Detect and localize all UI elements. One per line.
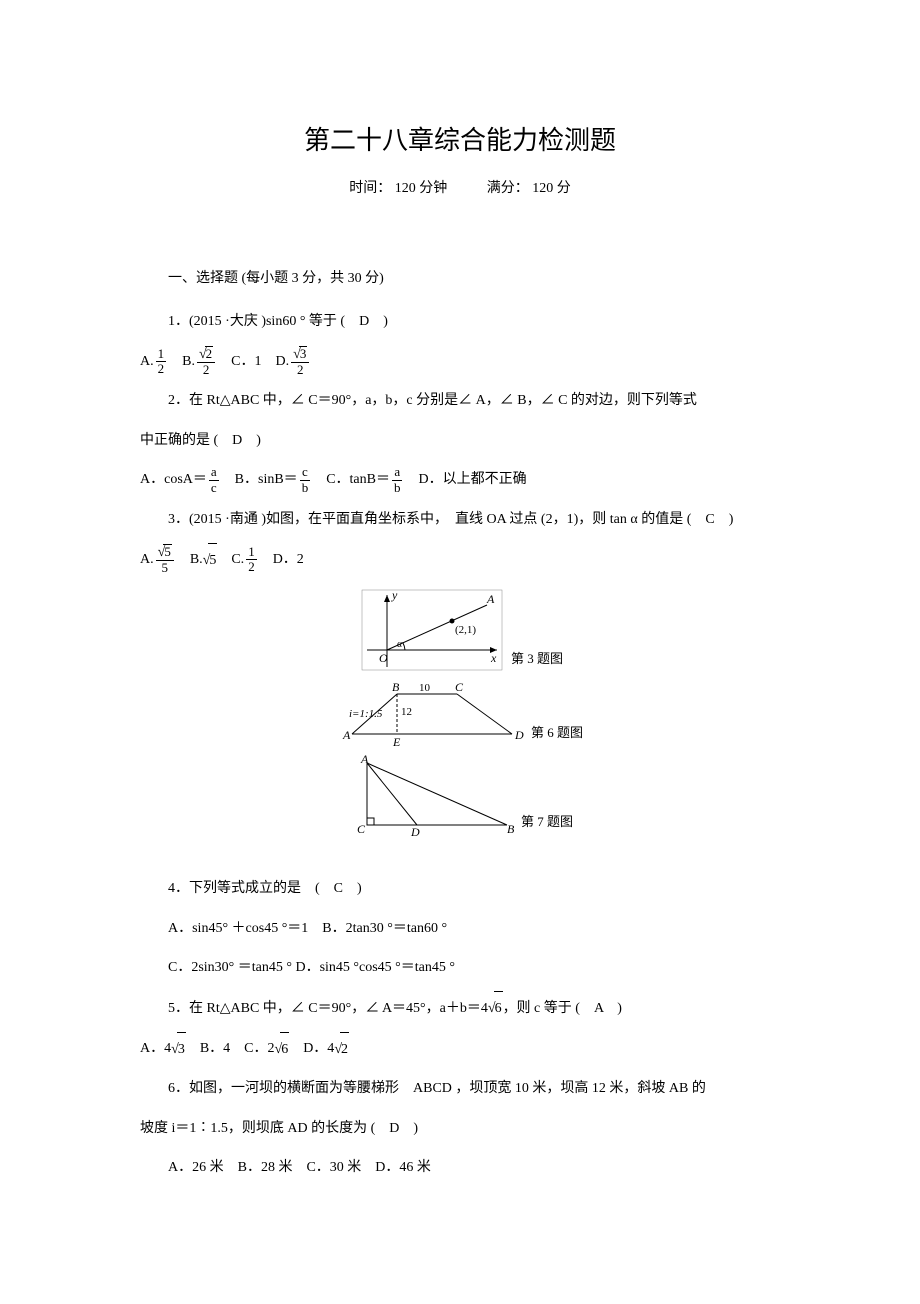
q2-d: D．以上都不正确 xyxy=(418,463,526,497)
q6-options: A．26 米 B．28 米 C．30 米 D．46 米 xyxy=(140,1151,780,1185)
q2-a: A．cosA＝ac xyxy=(140,463,221,497)
fig6-label: 第 6 题图 xyxy=(531,722,583,749)
q3-a: A.55 xyxy=(140,543,176,577)
page-title: 第二十八章综合能力检测题 xyxy=(140,120,780,157)
q4-line2: C．2sin30° ＝tan45 ° D．sin45 °cos45 °＝tan4… xyxy=(140,951,780,985)
q5-d: D．42 xyxy=(303,1032,349,1067)
figures-block: A (2,1) O x y α 第 3 题图 i=1:1.5 B C 10 12… xyxy=(140,585,780,842)
q3-b: B.5 xyxy=(190,543,218,578)
q1-c: C．1 xyxy=(231,345,261,379)
q6-stem2: 坡度 i＝1∶1.5，则坝底 AD 的长度为 ( D ) xyxy=(140,1112,780,1146)
q2-c: C．tanB＝ab xyxy=(326,463,404,497)
fig7-C: C xyxy=(357,822,366,836)
fig7-A: A xyxy=(360,753,369,766)
q2-b: B．sinB＝cb xyxy=(235,463,313,497)
time-label: 时间： 120 分钟 xyxy=(349,181,447,196)
fig3-svg: A (2,1) O x y α xyxy=(357,585,507,675)
fig7-B: B xyxy=(507,822,515,836)
q2-stem2: 中正确的是 ( D ) xyxy=(140,424,780,458)
fig6-C: C xyxy=(455,680,464,694)
q1-stem: 1．(2015 ·大庆 )sin60 ° 等于 ( D ) xyxy=(140,305,780,339)
fig3-O: O xyxy=(379,651,388,665)
fig3-alpha: α xyxy=(397,639,403,650)
q2-options: A．cosA＝ac B．sinB＝cb C．tanB＝ab D．以上都不正确 xyxy=(140,463,780,497)
fig6-D: D xyxy=(514,728,524,742)
fig7-svg: A C D B xyxy=(347,753,517,838)
fig6-svg: i=1:1.5 B C 10 12 A D E xyxy=(337,679,527,749)
score-label: 满分： 120 分 xyxy=(487,181,571,196)
fig3-x: x xyxy=(490,651,497,665)
q4-stem: 4．下列等式成立的是 ( C ) xyxy=(140,872,780,906)
q5-a: A．43 xyxy=(140,1032,186,1067)
q3-options: A.55 B.5 C.12 D．2 xyxy=(140,543,780,578)
fig6-B: B xyxy=(392,680,400,694)
q5-b: B．4 xyxy=(200,1032,230,1066)
fig6-A: A xyxy=(342,728,351,742)
fig3-pt: (2,1) xyxy=(455,624,476,636)
fig3-y: y xyxy=(391,588,398,602)
q4-line1: A．sin45° ＋cos45 °＝1 B．2tan30 °＝tan60 ° xyxy=(140,912,780,946)
q3-stem: 3．(2015 ·南通 )如图，在平面直角坐标系中， 直线 OA 过点 (2，1… xyxy=(140,503,780,537)
q1-options: A.12 B.22 C．1 D.32 xyxy=(140,345,780,379)
fig3-A: A xyxy=(486,592,495,606)
fig7-D: D xyxy=(410,825,420,838)
fig3-label: 第 3 题图 xyxy=(511,648,563,675)
q5-options: A．43 B．4 C．26 D．42 xyxy=(140,1032,780,1067)
q5-stem: 5．在 Rt△ABC 中，∠ C＝90°，∠ A＝45°，a＋b＝46，则 c … xyxy=(140,991,780,1026)
q1-d: D.32 xyxy=(276,345,312,379)
q3-d: D．2 xyxy=(273,543,304,577)
q6-stem: 6．如图，一河坝的横断面为等腰梯形 ABCD ，坝顶宽 10 米，坝高 12 米… xyxy=(140,1072,780,1106)
q5-c: C．26 xyxy=(244,1032,289,1067)
q2-stem: 2．在 Rt△ABC 中，∠ C＝90°，a，b，c 分别是∠ A，∠ B，∠ … xyxy=(140,384,780,418)
q1-b: B.22 xyxy=(182,345,217,379)
q1-a: A.12 xyxy=(140,345,168,379)
q3-c: C.12 xyxy=(231,543,258,577)
fig6-slope: i=1:1.5 xyxy=(349,708,383,720)
fig6-E: E xyxy=(392,735,401,749)
fig7-label: 第 7 题图 xyxy=(521,811,573,838)
page-subtitle: 时间： 120 分钟 满分： 120 分 xyxy=(140,177,780,197)
section-a-heading: 一、选择题 (每小题 3 分，共 30 分) xyxy=(140,267,780,287)
fig6-12: 12 xyxy=(401,706,412,718)
fig6-10: 10 xyxy=(419,682,431,694)
